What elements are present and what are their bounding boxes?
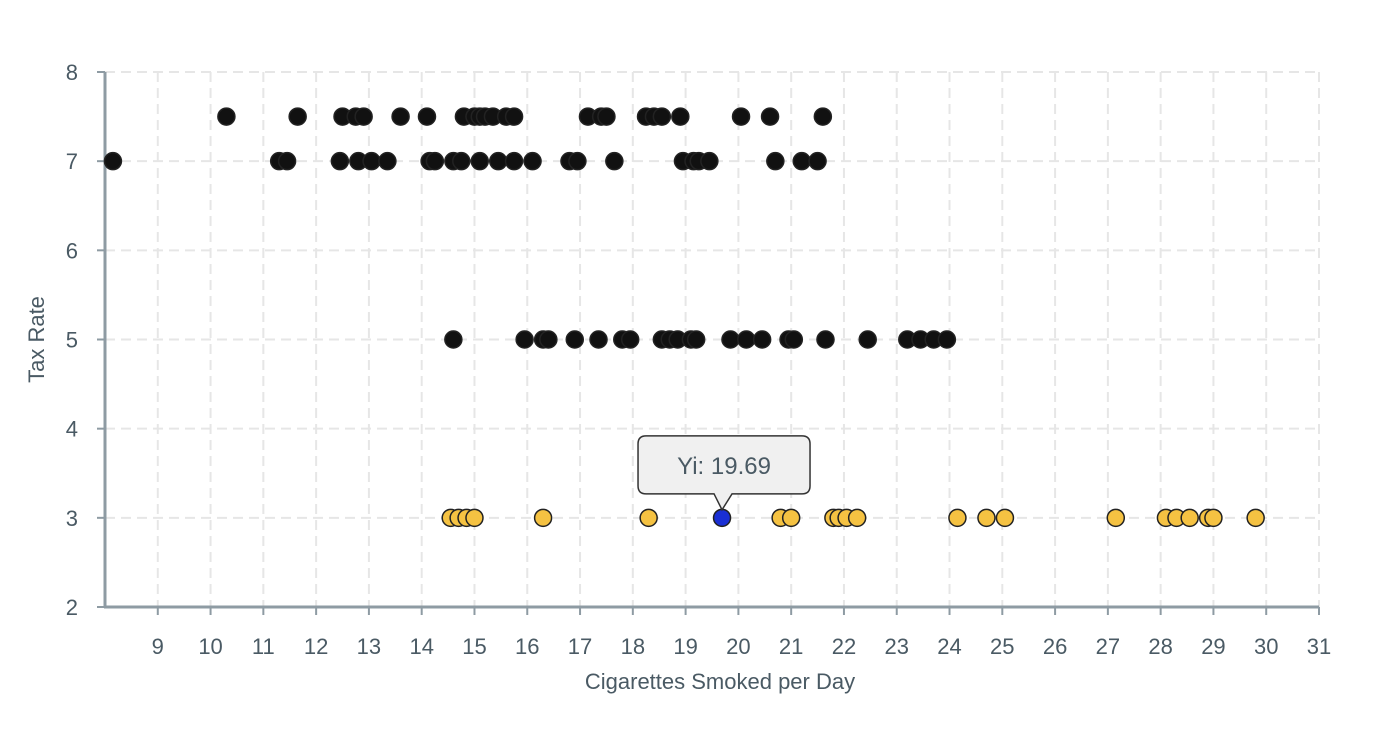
x-tick-label: 24 (937, 634, 961, 659)
data-point[interactable] (589, 330, 608, 349)
y-tick-label: 2 (66, 595, 78, 620)
data-point[interactable] (425, 151, 445, 171)
data-point[interactable] (277, 151, 297, 171)
y-tick-label: 7 (66, 149, 78, 174)
y-axis-title: Tax Rate (24, 296, 49, 383)
data-point[interactable] (721, 330, 740, 349)
x-tick-label: 26 (1043, 634, 1067, 659)
data-point[interactable] (813, 107, 833, 126)
x-tick-label: 28 (1148, 634, 1172, 659)
y-axis-ticks: 2 3 4 5 6 7 8 (66, 60, 105, 620)
x-tick-label: 19 (673, 634, 697, 659)
data-point[interactable] (444, 330, 463, 349)
data-point[interactable] (330, 151, 350, 171)
data-point[interactable] (1246, 508, 1265, 528)
data-point[interactable] (504, 107, 524, 126)
y-tick-label: 4 (66, 417, 78, 442)
data-point[interactable] (731, 107, 751, 126)
x-tick-label: 22 (832, 634, 856, 659)
data-point[interactable] (700, 151, 719, 171)
x-tick-label: 13 (357, 634, 381, 659)
x-tick-label: 12 (304, 634, 328, 659)
y-tick-label: 6 (66, 238, 78, 263)
data-point[interactable] (752, 330, 772, 349)
data-point[interactable] (995, 508, 1015, 528)
data-point[interactable] (652, 107, 672, 126)
x-tick-label: 30 (1254, 634, 1278, 659)
x-tick-label: 17 (568, 634, 592, 659)
data-point[interactable] (103, 151, 123, 171)
data-point[interactable] (605, 151, 624, 171)
x-tick-label: 31 (1307, 634, 1331, 659)
x-tick-label: 14 (409, 634, 433, 659)
data-point[interactable] (565, 330, 585, 349)
data-point[interactable] (504, 151, 524, 171)
data-point[interactable] (488, 151, 508, 171)
y-tick-label: 3 (66, 506, 78, 531)
x-tick-label: 16 (515, 634, 539, 659)
x-tick-label: 27 (1096, 634, 1120, 659)
tooltip: Yi: 19.69 (637, 435, 811, 512)
data-point[interactable] (452, 151, 471, 171)
data-point[interactable] (671, 107, 690, 126)
data-point[interactable] (620, 330, 640, 349)
x-axis-ticks: 9 10 11 12 13 14 15 16 17 18 19 20 21 22 23 24 25 26 27 28 2… (152, 607, 1331, 659)
x-tick-label: 10 (198, 634, 222, 659)
x-tick-label: 18 (621, 634, 645, 659)
x-axis-title: Cigarettes Smoked per Day (585, 669, 855, 694)
data-point[interactable] (362, 151, 381, 171)
data-point[interactable] (686, 330, 706, 349)
data-point[interactable] (515, 330, 534, 349)
data-point[interactable] (523, 151, 542, 171)
data-point[interactable] (539, 330, 558, 349)
data-point[interactable] (597, 107, 616, 126)
data-point[interactable] (808, 151, 827, 171)
data-point[interactable] (737, 330, 756, 349)
data-point[interactable] (639, 508, 658, 528)
x-tick-label: 11 (252, 634, 275, 659)
x-tick-label: 23 (884, 634, 908, 659)
data-point[interactable] (533, 508, 553, 528)
data-point[interactable] (288, 107, 307, 126)
data-point[interactable] (858, 330, 877, 349)
data-point[interactable] (354, 107, 373, 126)
x-tick-label: 9 (152, 634, 164, 659)
tooltip-box (637, 435, 811, 512)
data-point[interactable] (977, 508, 996, 528)
data-point[interactable] (1204, 508, 1223, 528)
x-tick-label: 25 (990, 634, 1014, 659)
data-point[interactable] (792, 151, 811, 171)
data-point[interactable] (847, 508, 867, 528)
data-point[interactable] (1106, 508, 1126, 528)
y-tick-label: 5 (66, 328, 78, 353)
data-point[interactable] (937, 330, 957, 349)
highlighted-data-point[interactable] (712, 508, 732, 528)
data-point[interactable] (417, 107, 437, 126)
data-point[interactable] (781, 508, 801, 528)
x-tick-label: 20 (726, 634, 750, 659)
data-points (103, 107, 1265, 528)
data-point[interactable] (568, 151, 587, 171)
data-point[interactable] (816, 330, 835, 349)
data-point[interactable] (1180, 508, 1199, 528)
data-point[interactable] (766, 151, 785, 171)
x-tick-label: 29 (1201, 634, 1225, 659)
x-tick-label: 15 (462, 634, 486, 659)
data-point[interactable] (391, 107, 410, 126)
data-point[interactable] (948, 508, 967, 528)
data-point[interactable] (760, 107, 780, 126)
x-tick-label: 21 (779, 634, 803, 659)
data-point[interactable] (217, 107, 236, 126)
data-point[interactable] (378, 151, 397, 171)
tooltip-label: Yi: 19.69 (677, 453, 771, 480)
data-point[interactable] (470, 151, 490, 171)
y-tick-label: 8 (66, 60, 78, 85)
data-point[interactable] (784, 330, 804, 349)
data-point[interactable] (465, 508, 484, 528)
